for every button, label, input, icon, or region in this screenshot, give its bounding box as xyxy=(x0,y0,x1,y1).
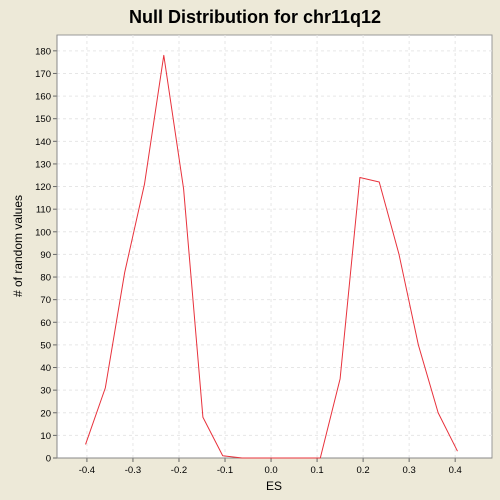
x-tick-label: 0.2 xyxy=(357,465,370,476)
x-tick-label: -0.2 xyxy=(171,465,187,476)
y-tick-label: 50 xyxy=(40,340,51,351)
y-tick-label: 140 xyxy=(35,137,51,148)
x-tick-label: -0.1 xyxy=(217,465,233,476)
y-tick-label: 180 xyxy=(35,46,51,57)
x-tick-label: -0.3 xyxy=(125,465,141,476)
x-tick-label: 0.0 xyxy=(264,465,277,476)
y-tick-label: 170 xyxy=(35,69,51,80)
y-tick-label: 40 xyxy=(40,363,51,374)
y-tick-label: 20 xyxy=(40,408,51,419)
y-tick-label: 160 xyxy=(35,92,51,103)
y-tick-label: 60 xyxy=(40,318,51,329)
x-tick-label: 0.1 xyxy=(310,465,323,476)
y-tick-label: 100 xyxy=(35,227,51,238)
tick-labels: 0 10 20 30 40 50 60 70 80 90 100 110 120 130 140 150 160… xyxy=(35,46,462,476)
y-tick-label: 80 xyxy=(40,273,51,284)
y-tick-label: 90 xyxy=(40,250,51,261)
series-layer xyxy=(85,54,458,459)
chart-title: Null Distribution for chr11q12 xyxy=(129,7,381,27)
x-tick-label: 0.3 xyxy=(403,465,416,476)
plot-area xyxy=(56,34,493,459)
y-tick-label: 70 xyxy=(40,295,51,306)
x-tick-label: 0.4 xyxy=(449,465,462,476)
y-tick-label: 130 xyxy=(35,159,51,170)
y-tick-label: 120 xyxy=(35,182,51,193)
y-tick-label: 110 xyxy=(36,205,51,216)
y-tick-label: 10 xyxy=(40,431,51,442)
series-line xyxy=(85,54,458,459)
y-tick-label: 0 xyxy=(46,454,51,465)
y-tick-label: 150 xyxy=(35,114,51,125)
y-tick-label: 30 xyxy=(40,386,51,397)
x-tick-label: -0.4 xyxy=(79,465,95,476)
grid-lines xyxy=(57,35,492,459)
y-axis-label: # of random values xyxy=(11,195,25,297)
x-axis-label: ES xyxy=(266,479,282,493)
